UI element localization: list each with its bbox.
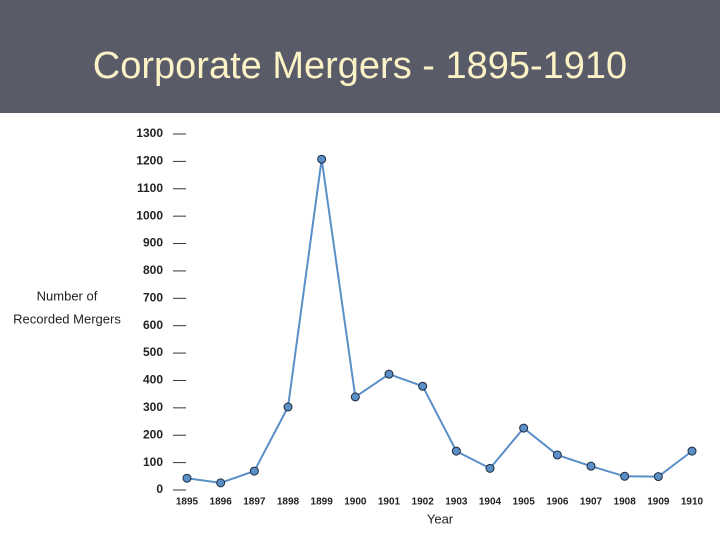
title-bar [0, 0, 720, 113]
x-tick-label: 1899 [311, 497, 334, 508]
y-axis-label: Number of [37, 288, 98, 303]
data-point [519, 423, 529, 433]
x-tick-label: 1897 [243, 497, 266, 508]
data-point [418, 381, 428, 391]
data-point [182, 473, 192, 483]
data-point [451, 446, 461, 456]
data-line [186, 159, 693, 484]
data-point [350, 392, 360, 402]
data-point [552, 450, 562, 460]
x-tick-label: 1895 [176, 497, 199, 508]
y-tick-label: 900 [143, 236, 163, 250]
y-axis-label: Recorded Mergers [13, 311, 121, 326]
data-point [317, 154, 327, 164]
y-tick-label: 300 [143, 400, 163, 414]
y-tick-label: 1300 [136, 126, 163, 140]
x-axis-label: Year [427, 511, 454, 526]
x-tick-label: 1904 [479, 497, 502, 508]
x-tick-label: 1896 [210, 497, 233, 508]
data-point [249, 466, 259, 476]
data-point [384, 369, 394, 379]
y-tick-label: 1100 [137, 181, 163, 195]
data-point [586, 461, 596, 471]
x-tick-label: 1907 [580, 497, 603, 508]
data-point [620, 471, 630, 481]
y-tick-label: 600 [143, 318, 163, 332]
data-point [687, 446, 697, 456]
data-point [216, 478, 226, 488]
x-tick-label: 1905 [513, 497, 536, 508]
x-tick-label: 1902 [412, 497, 435, 508]
x-tick-label: 1909 [647, 497, 670, 508]
y-tick-label: 800 [143, 263, 163, 277]
data-point [283, 402, 293, 412]
x-tick-label: 1900 [344, 497, 367, 508]
y-tick-label: 200 [143, 427, 163, 441]
y-tick-label: 100 [143, 455, 163, 469]
x-tick-label: 1910 [681, 497, 704, 508]
y-tick-label: 400 [143, 373, 163, 387]
y-tick-label: 0 [156, 482, 163, 496]
x-tick-label: 1906 [546, 497, 569, 508]
x-tick-label: 1901 [378, 497, 401, 508]
y-tick-label: 500 [143, 345, 163, 359]
data-point [485, 463, 495, 473]
x-tick-label: 1903 [445, 497, 468, 508]
y-tick-label: 1000 [136, 208, 163, 222]
y-tick-label: 700 [143, 290, 163, 304]
chart-title: Corporate Mergers - 1895-1910 [93, 45, 627, 87]
x-tick-label: 1908 [614, 497, 637, 508]
y-tick-label: 1200 [136, 154, 163, 168]
x-tick-label: 1898 [277, 497, 300, 508]
data-point [653, 472, 663, 482]
